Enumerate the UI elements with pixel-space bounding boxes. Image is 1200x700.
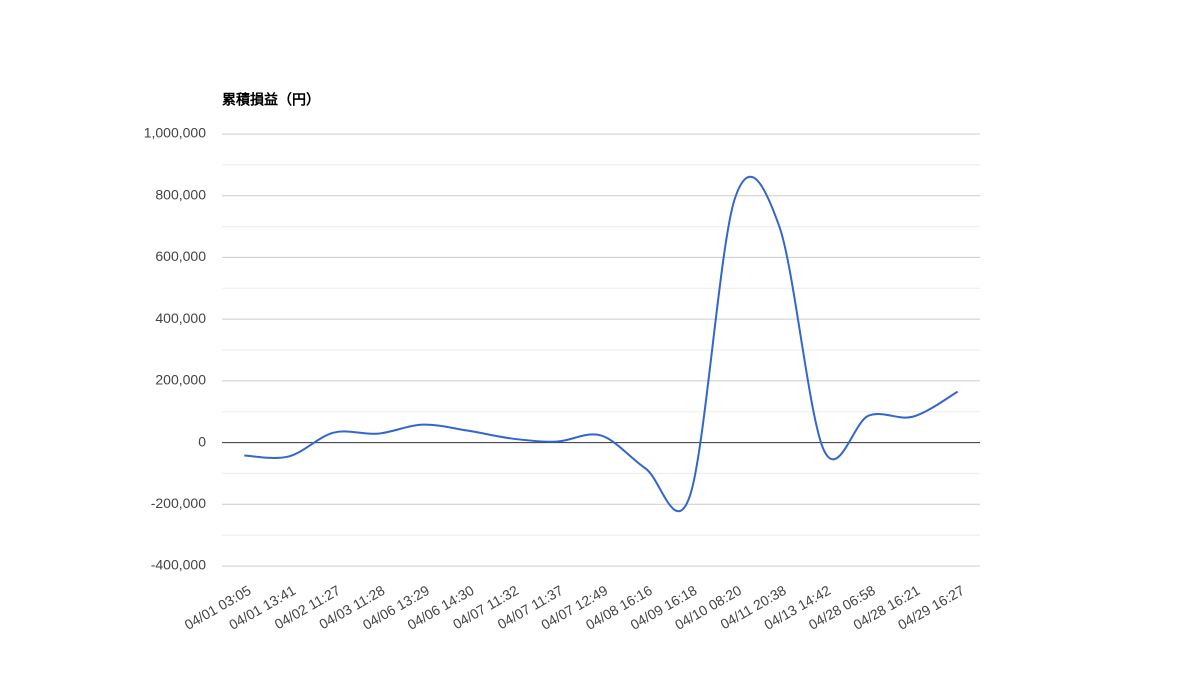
y-tick-label: 400,000 xyxy=(155,310,206,326)
y-tick-label: 0 xyxy=(198,433,206,449)
line xyxy=(244,175,959,513)
y-tick-label: 800,000 xyxy=(155,186,206,202)
y-tick-label: 600,000 xyxy=(155,248,206,264)
y-tick-label: 1,000,000 xyxy=(144,125,206,141)
chart-title: 累積損益（円） xyxy=(222,92,320,108)
y-tick-label: -400,000 xyxy=(151,557,206,573)
y-tick-label: 200,000 xyxy=(155,372,206,388)
y-tick-label: -200,000 xyxy=(151,495,206,511)
